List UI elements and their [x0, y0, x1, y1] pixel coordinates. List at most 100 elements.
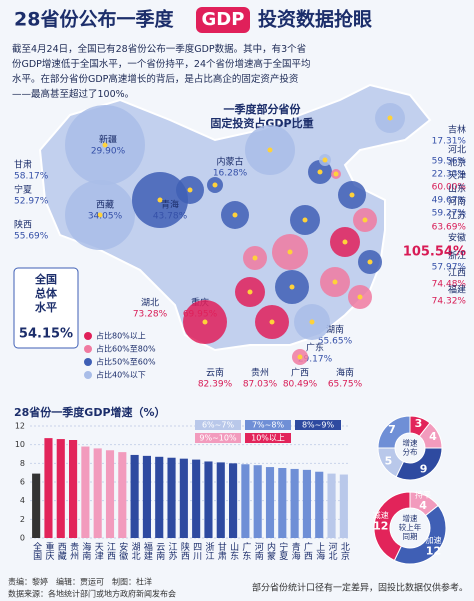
legend-label: 占比50%至60% — [96, 357, 156, 367]
province-name: 江苏 — [448, 210, 466, 222]
segment-name: 加速 — [425, 535, 441, 545]
bar — [93, 448, 102, 538]
segment-value: 3 — [415, 417, 423, 430]
province-value: 82.39% — [198, 380, 233, 390]
province-name: 陕西 — [14, 219, 32, 231]
province-value: 55.69% — [14, 232, 49, 242]
x-tick-label: 陕西 — [179, 541, 190, 561]
y-tick-label: 8 — [20, 459, 25, 468]
province-name: 吉林 — [448, 124, 466, 136]
province-dot — [362, 217, 368, 223]
segment-value: 4 — [429, 430, 437, 443]
province-dot — [157, 197, 163, 203]
note: 部分省份统计口径有一定差异，固投比数据仅供参考。 — [252, 582, 468, 594]
province-name: 浙江 — [448, 250, 466, 262]
x-tick-label: 江苏 — [167, 542, 178, 561]
province-value: 29.90% — [91, 147, 126, 157]
x-tick-label: 宁夏 — [277, 541, 288, 560]
legend-swatch — [195, 433, 241, 443]
province-name: 北京 — [448, 157, 466, 169]
province-name: 西藏 — [96, 199, 114, 211]
bar — [302, 469, 311, 538]
province-name: 山东 — [448, 183, 466, 195]
province-dot — [322, 157, 328, 163]
title-badge: GDP — [202, 9, 245, 30]
province-dot — [247, 289, 253, 295]
bar — [32, 473, 41, 538]
title-badge-box — [196, 7, 250, 33]
national-label: 全国 — [34, 272, 57, 286]
province-name: 安徽 — [448, 232, 466, 244]
title: 28省份公布一季度 — [14, 8, 174, 31]
source: 数据来源：各地统计部门或地方政府新闻发布会 — [8, 589, 176, 599]
bar — [290, 468, 299, 538]
bar — [315, 471, 324, 538]
province-value: 74.48% — [432, 280, 467, 290]
province-dot — [289, 284, 295, 290]
x-tick-label: 天津 — [93, 542, 104, 561]
province-name: 广东 — [306, 342, 324, 354]
province-name: 新疆 — [99, 134, 117, 146]
province-dot — [202, 319, 208, 325]
title: 投资数据抢眼 — [258, 8, 372, 31]
legend-label: 8%~9% — [302, 421, 334, 430]
national-box — [13, 267, 79, 349]
province-dot — [212, 182, 218, 188]
province-name: 海南 — [336, 367, 354, 379]
province-name: 湖南 — [326, 324, 344, 336]
bar — [56, 439, 65, 538]
province-value: 60.00% — [432, 183, 467, 193]
province-value: 59.27% — [432, 209, 467, 219]
province-dot — [269, 319, 275, 325]
province-dot — [267, 147, 273, 153]
province-name: 贵州 — [251, 367, 269, 379]
province-dot — [333, 171, 339, 177]
province-value: 65.75% — [328, 380, 363, 390]
x-tick-label: 福建 — [142, 541, 153, 561]
x-tick-label: 重庆 — [43, 541, 54, 561]
province-value: 80.49% — [283, 380, 318, 390]
province-value: 105.54% — [403, 245, 466, 260]
y-tick-label: 6 — [20, 478, 25, 487]
province-dot — [232, 212, 238, 218]
province-name: 江西 — [448, 268, 466, 279]
legend-swatch — [84, 358, 92, 366]
bar — [69, 440, 78, 538]
bar — [253, 465, 262, 538]
donut-center: 增速 — [403, 513, 418, 523]
province-dot — [317, 169, 323, 175]
x-tick-label: 内蒙 — [265, 541, 276, 560]
legend-swatch — [245, 420, 291, 430]
x-tick-label: 湖北 — [130, 542, 141, 561]
province-value: 43.78% — [153, 212, 188, 222]
bar — [265, 467, 275, 538]
segment-value: 7 — [388, 423, 396, 436]
province-dot — [297, 354, 303, 360]
national-value: 54.15% — [19, 327, 73, 342]
donut-center: 较上年 — [399, 522, 422, 532]
province-dot — [252, 255, 258, 261]
province-name: 河南 — [448, 196, 466, 208]
legend-label: 7%~8% — [252, 421, 284, 430]
province-value: 73.28% — [133, 310, 168, 320]
legend-label: 9%~10% — [199, 434, 237, 443]
bar — [81, 446, 90, 538]
segment-name: 减速 — [373, 510, 389, 520]
x-tick-label: 上海 — [314, 542, 325, 561]
legend-swatch — [84, 332, 92, 340]
x-tick-label: 全国 — [31, 541, 42, 561]
donut-center: 同期 — [403, 532, 418, 541]
province-value: 17.31% — [432, 137, 467, 147]
province-dot — [302, 217, 308, 223]
segment-value: 4 — [419, 499, 427, 512]
province-name: 内蒙古 — [216, 156, 243, 168]
province-value: 58.17% — [14, 172, 49, 182]
bar — [327, 473, 336, 538]
donut-center: 增速 — [403, 438, 418, 448]
province-value: 59.56% — [432, 157, 467, 167]
province-value: 57.97% — [432, 263, 467, 273]
credits: 责编：黎婷 编辑：贾运可 制图：杜洋 — [8, 577, 152, 587]
legend-swatch — [245, 433, 291, 443]
